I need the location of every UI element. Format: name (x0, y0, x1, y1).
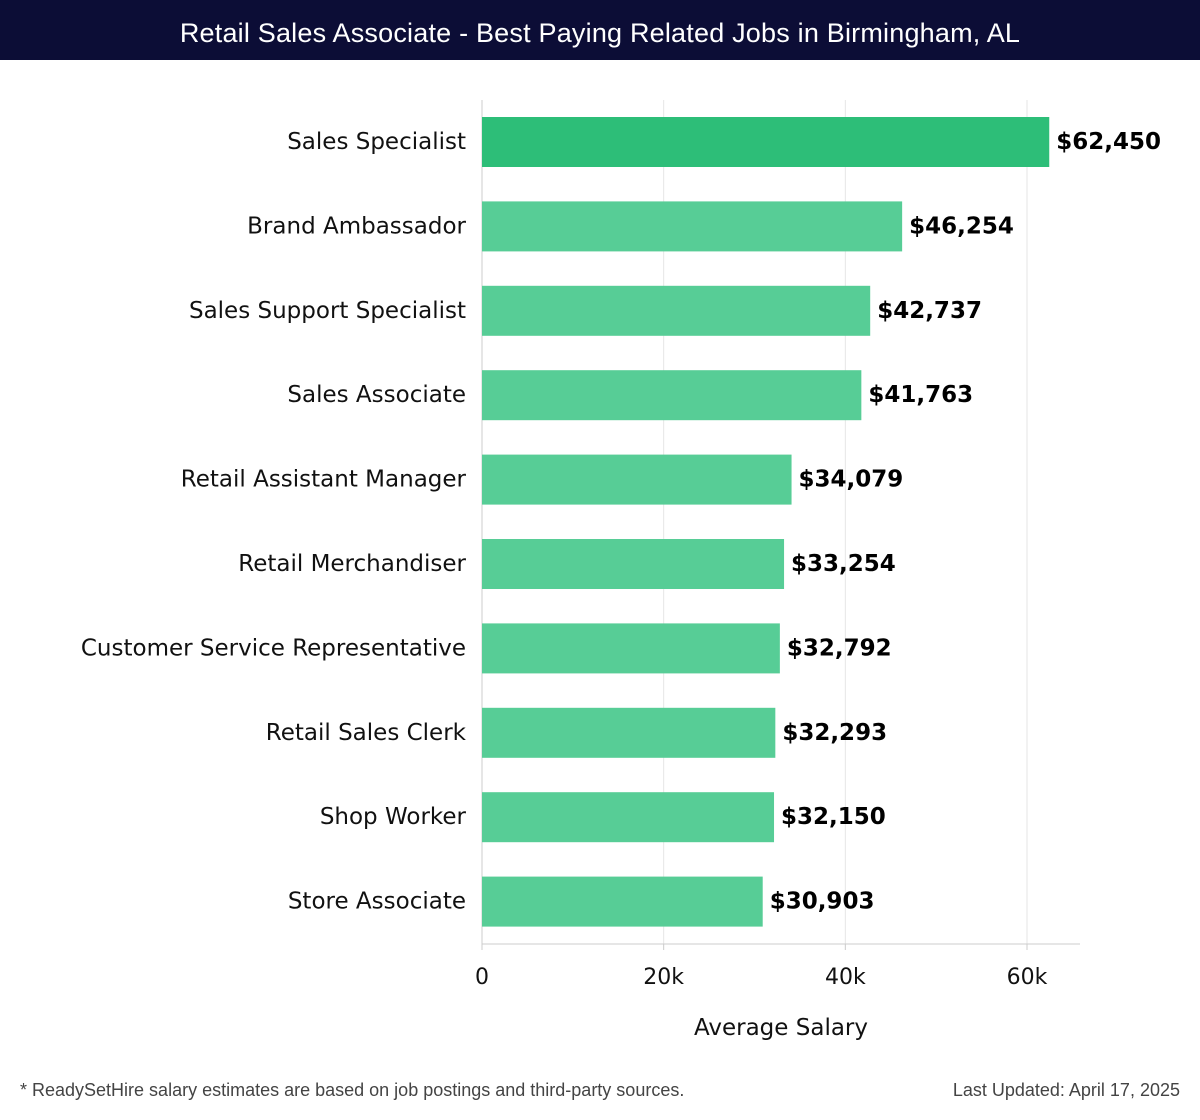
value-label: $42,737 (877, 298, 982, 324)
value-label: $32,792 (787, 635, 892, 661)
category-label: Sales Associate (287, 382, 466, 408)
value-label: $46,254 (909, 213, 1014, 239)
bar-retail-assistant-manager (482, 454, 792, 505)
category-label: Store Associate (288, 889, 466, 915)
bar-chart: Sales Specialist $62,450 Brand Ambassador $… (81, 100, 1161, 1041)
bar-sales-support-specialist (482, 285, 871, 336)
value-label: $62,450 (1056, 129, 1161, 155)
bar-retail-sales-clerk (482, 707, 776, 758)
category-label: Sales Specialist (287, 129, 466, 155)
x-tick-label: 0 (475, 965, 489, 990)
category-label: Retail Assistant Manager (181, 467, 467, 493)
chart-title-bar: Retail Sales Associate - Best Paying Rel… (0, 0, 1200, 60)
bar-brand-ambassador (482, 201, 903, 252)
value-label: $33,254 (791, 551, 896, 577)
bar-shop-worker (482, 792, 775, 843)
bar-store-associate (482, 876, 763, 927)
last-updated: Last Updated: April 17, 2025 (952, 1080, 1180, 1100)
bar-customer-service-representative (482, 623, 780, 674)
x-tick-label: 60k (1007, 965, 1048, 990)
x-tick-label: 20k (643, 965, 684, 990)
category-label: Shop Worker (320, 804, 467, 830)
category-label: Customer Service Representative (81, 635, 466, 661)
category-label: Brand Ambassador (247, 213, 466, 239)
category-label: Sales Support Specialist (189, 298, 466, 324)
category-label: Retail Merchandiser (238, 551, 466, 577)
bar-sales-associate (482, 370, 862, 421)
value-label: $41,763 (868, 382, 973, 408)
x-axis-title: Average Salary (694, 1015, 868, 1041)
x-tick-label: 40k (825, 965, 866, 990)
bar-retail-merchandiser (482, 539, 785, 589)
value-label: $30,903 (770, 889, 875, 915)
category-label: Retail Sales Clerk (266, 720, 467, 746)
value-label: $32,150 (781, 804, 886, 830)
value-label: $32,293 (782, 720, 887, 746)
bar-sales-specialist (482, 117, 1050, 167)
value-label: $34,079 (799, 467, 904, 493)
footnote: * ReadySetHire salary estimates are base… (20, 1080, 685, 1100)
chart-title: Retail Sales Associate - Best Paying Rel… (179, 18, 1021, 48)
